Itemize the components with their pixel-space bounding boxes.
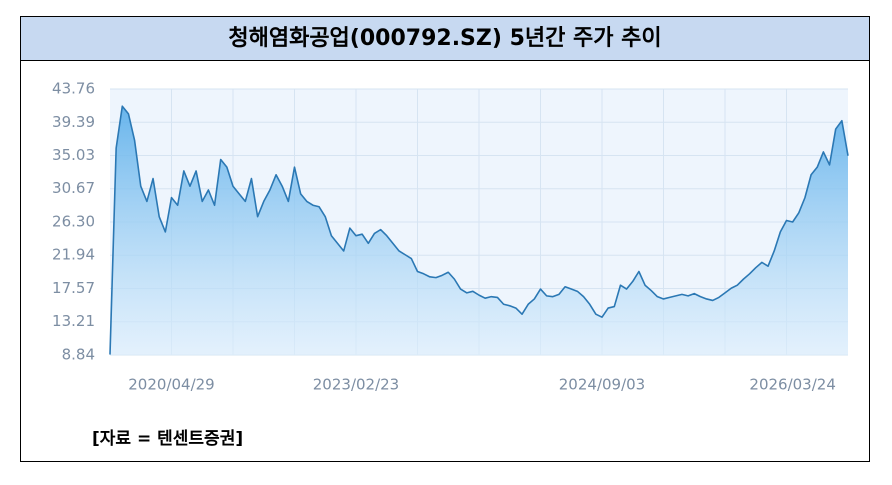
y-tick-label: 26.30	[52, 213, 95, 231]
source-note: [자료 = 텐센트증권]	[92, 429, 243, 449]
y-tick-label: 43.76	[52, 80, 95, 98]
y-tick-label: 17.57	[52, 279, 95, 297]
x-tick-label: 2026/03/24	[749, 376, 835, 394]
line	[109, 105, 849, 355]
title-bar	[21, 17, 869, 60]
y-tick-label: 30.67	[52, 179, 95, 197]
x-tick-label: 2023/02/23	[313, 376, 399, 394]
y-tick-label: 35.03	[52, 146, 95, 164]
x-tick-label: 2020/04/29	[128, 376, 214, 394]
y-tick-label: 13.21	[52, 312, 95, 330]
y-tick-label: 21.94	[52, 246, 95, 264]
x-tick-label: 2024/09/03	[559, 376, 645, 394]
y-tick-label: 8.84	[62, 346, 95, 364]
y-tick-label: 39.39	[52, 113, 95, 131]
chart-title: 청해염화공업(000792.SZ) 5년간 주가 추이	[228, 26, 661, 51]
